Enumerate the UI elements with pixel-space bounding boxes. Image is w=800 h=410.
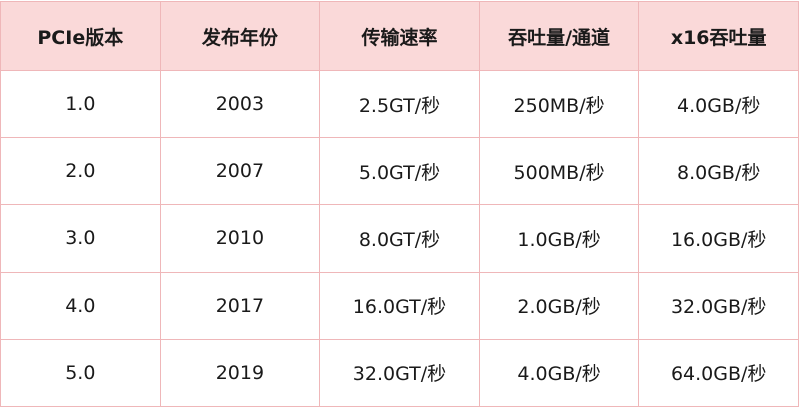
table-cell: 1.0GB/秒 [478, 204, 640, 273]
header-row: PCIe版本 发布年份 传输速率 吞吐量/通道 x16吞吐量 [0, 1, 799, 71]
header-cell: 吞吐量/通道 [478, 1, 640, 71]
table-cell: 2019 [159, 338, 321, 408]
table-cell: 2010 [159, 204, 321, 273]
header-cell: x16吞吐量 [638, 1, 799, 71]
table-row: 5.0 2019 32.0GT/秒 4.0GB/秒 64.0GB/秒 [0, 338, 799, 408]
table-cell: 16.0GT/秒 [319, 271, 480, 340]
table-cell: 2017 [159, 271, 321, 340]
table-row: 3.0 2010 8.0GT/秒 1.0GB/秒 16.0GB/秒 [0, 204, 799, 273]
table-cell: 4.0 [0, 271, 161, 340]
table-cell: 2003 [159, 69, 321, 139]
table-cell: 8.0GT/秒 [319, 204, 480, 273]
table-header: PCIe版本 发布年份 传输速率 吞吐量/通道 x16吞吐量 [0, 1, 799, 71]
table-cell: 250MB/秒 [478, 69, 640, 139]
table-cell: 16.0GB/秒 [638, 204, 799, 273]
table-cell: 4.0GB/秒 [638, 69, 799, 139]
header-cell: PCIe版本 [0, 1, 161, 71]
table-cell: 500MB/秒 [478, 137, 640, 206]
table-cell: 32.0GT/秒 [319, 338, 480, 408]
table-cell: 2.0GB/秒 [478, 271, 640, 340]
table-cell: 8.0GB/秒 [638, 137, 799, 206]
table-cell: 4.0GB/秒 [478, 338, 640, 408]
table-body: 1.0 2003 2.5GT/秒 250MB/秒 4.0GB/秒 2.0 2007 5.0GT… [0, 69, 799, 408]
header-cell: 发布年份 [159, 1, 321, 71]
table-row: 2.0 2007 5.0GT/秒 500MB/秒 8.0GB/秒 [0, 137, 799, 206]
header-cell: 传输速率 [319, 1, 480, 71]
table-cell: 3.0 [0, 204, 161, 273]
table-cell: 1.0 [0, 69, 161, 139]
table-cell: 32.0GB/秒 [638, 271, 799, 340]
table-cell: 5.0GT/秒 [319, 137, 480, 206]
table-row: 4.0 2017 16.0GT/秒 2.0GB/秒 32.0GB/秒 [0, 271, 799, 340]
table-cell: 5.0 [0, 338, 161, 408]
table-cell: 2.0 [0, 137, 161, 206]
table-row: 1.0 2003 2.5GT/秒 250MB/秒 4.0GB/秒 [0, 69, 799, 139]
table-cell: 64.0GB/秒 [638, 338, 799, 408]
table-cell: 2007 [159, 137, 321, 206]
table-cell: 2.5GT/秒 [319, 69, 480, 139]
